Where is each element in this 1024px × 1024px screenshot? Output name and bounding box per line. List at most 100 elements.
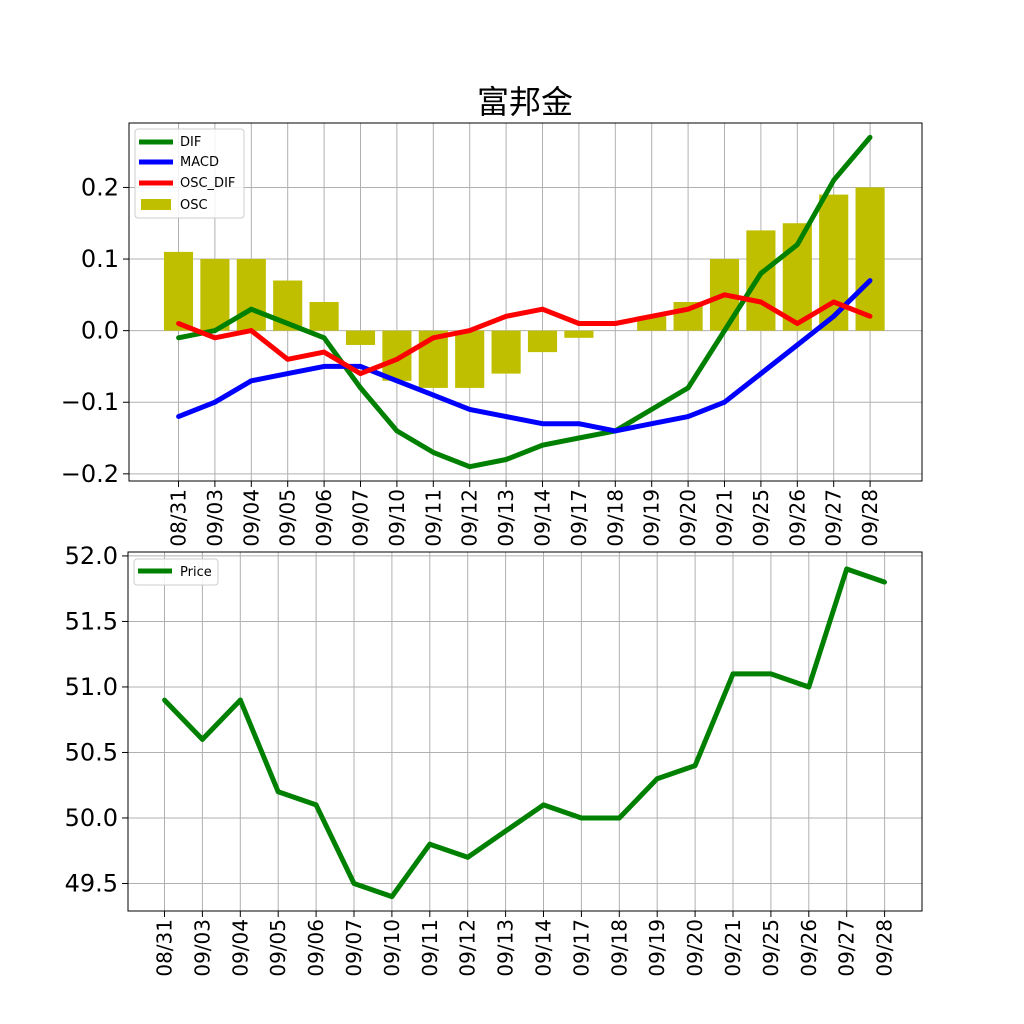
dif-point bbox=[248, 306, 254, 312]
macd-point bbox=[576, 421, 582, 427]
macd-point bbox=[612, 428, 618, 434]
macd-point bbox=[285, 371, 291, 376]
dif-point bbox=[212, 328, 218, 334]
osc-dif-point bbox=[503, 313, 509, 319]
macd-y-axis: −0.2 −0.1 0.0 0.1 0.2 bbox=[61, 173, 129, 488]
legend-osc-swatch bbox=[141, 199, 171, 210]
price-x-tick-label: 09/03 bbox=[190, 919, 214, 977]
price-x-tick-label: 09/25 bbox=[759, 919, 783, 977]
price-x-tick-label: 09/14 bbox=[532, 919, 556, 977]
macd-x-tick-label: 09/18 bbox=[603, 489, 627, 547]
macd-point bbox=[867, 278, 873, 283]
price-y-tick-label: 50.5 bbox=[65, 738, 118, 766]
price-point bbox=[844, 566, 850, 572]
osc-bar bbox=[564, 330, 594, 338]
price-y-tick-label: 52.0 bbox=[65, 542, 118, 570]
price-y-axis: 49.5 50.0 50.5 51.0 51.5 52.0 bbox=[65, 542, 128, 897]
price-legend-box bbox=[133, 558, 219, 586]
macd-x-tick-label: 09/17 bbox=[567, 489, 591, 547]
macd-x-tick-label: 09/10 bbox=[385, 489, 409, 547]
macd-plot-frame bbox=[128, 122, 923, 482]
macd-x-tick-label: 08/31 bbox=[167, 489, 191, 547]
price-point bbox=[427, 841, 433, 847]
macd-point bbox=[685, 414, 691, 419]
macd-x-tick-label: 09/07 bbox=[349, 489, 373, 547]
price-plot-area bbox=[128, 552, 922, 911]
dif-point bbox=[394, 428, 400, 434]
chart-title: 富邦金 bbox=[477, 83, 573, 121]
osc-bar bbox=[345, 330, 376, 345]
osc-dif-point bbox=[576, 321, 582, 326]
osc-dif-point bbox=[722, 292, 727, 298]
osc-dif-point bbox=[285, 356, 291, 362]
macd-x-tick-label: 09/05 bbox=[276, 489, 300, 547]
dif-point bbox=[285, 321, 291, 326]
dif-point bbox=[358, 385, 363, 391]
price-x-tick-label: 09/20 bbox=[683, 919, 707, 977]
price-x-tick-label: 09/05 bbox=[266, 919, 290, 977]
price-x-tick-label: 09/07 bbox=[342, 919, 366, 977]
price-point bbox=[806, 684, 812, 690]
macd-point bbox=[248, 378, 254, 384]
macd-x-tick-label: 09/13 bbox=[494, 489, 518, 547]
macd-point bbox=[649, 421, 655, 427]
dif-point bbox=[794, 242, 800, 248]
osc-dif-point bbox=[176, 321, 181, 326]
price-x-tick-label: 09/11 bbox=[418, 919, 442, 977]
osc-bar bbox=[163, 251, 194, 331]
osc-bar bbox=[200, 259, 230, 331]
macd-x-tick-label: 09/26 bbox=[785, 489, 809, 547]
macd-y-tick-label: 0.2 bbox=[81, 173, 119, 201]
macd-y-tick-label: −0.2 bbox=[61, 460, 119, 488]
price-y-tick-label: 51.5 bbox=[65, 607, 118, 635]
price-x-tick-label: 08/31 bbox=[153, 919, 177, 977]
osc-dif-line bbox=[177, 292, 872, 377]
price-legend: Price bbox=[133, 558, 219, 586]
dif-point bbox=[467, 464, 473, 470]
macd-x-tick-label: 09/12 bbox=[458, 489, 482, 547]
macd-point bbox=[467, 407, 473, 412]
macd-x-tick-label: 09/28 bbox=[858, 489, 882, 547]
osc-bar bbox=[236, 259, 266, 331]
dif-point bbox=[576, 435, 582, 441]
macd-point bbox=[394, 378, 400, 384]
dif-point bbox=[758, 270, 764, 276]
dif-point bbox=[540, 442, 545, 448]
macd-x-tick-label: 09/03 bbox=[203, 489, 227, 547]
price-x-tick-label: 09/13 bbox=[494, 919, 518, 977]
macd-point bbox=[722, 399, 727, 405]
price-point bbox=[351, 881, 357, 886]
price-point bbox=[692, 763, 698, 768]
price-x-tick-label: 09/17 bbox=[569, 919, 593, 977]
legend-osc-dif-label: OSC_DIF bbox=[180, 176, 235, 191]
price-point bbox=[465, 854, 471, 860]
price-line bbox=[162, 566, 886, 900]
price-point bbox=[389, 894, 395, 899]
macd-point bbox=[212, 399, 218, 405]
dif-line bbox=[178, 135, 873, 470]
price-point bbox=[503, 828, 508, 834]
dif-point bbox=[176, 335, 181, 341]
osc-bar bbox=[491, 330, 521, 374]
macd-x-tick-label: 09/06 bbox=[312, 489, 336, 547]
macd-x-tick-label: 09/04 bbox=[239, 489, 263, 547]
macd-x-tick-label: 09/27 bbox=[822, 489, 846, 547]
macd-legend: DIF MACD OSC_DIF OSC bbox=[134, 128, 245, 219]
price-grid bbox=[128, 552, 922, 911]
osc-dif-point bbox=[467, 328, 473, 334]
osc-dif-point bbox=[867, 313, 873, 319]
macd-x-tick-label: 09/19 bbox=[640, 489, 664, 547]
osc-bar bbox=[455, 330, 485, 388]
dif-point bbox=[503, 457, 509, 462]
price-point bbox=[654, 776, 660, 782]
legend-price-label: Price bbox=[180, 565, 212, 580]
macd-lines bbox=[176, 134, 873, 470]
price-y-tick-label: 49.5 bbox=[65, 869, 118, 897]
macd-y-tick-label: 0.0 bbox=[81, 317, 119, 345]
price-x-tick-label: 09/21 bbox=[721, 919, 745, 977]
price-point bbox=[200, 736, 205, 742]
price-plot-frame bbox=[127, 551, 923, 912]
price-x-tick-label: 09/04 bbox=[228, 919, 252, 977]
dif-point bbox=[867, 134, 873, 140]
